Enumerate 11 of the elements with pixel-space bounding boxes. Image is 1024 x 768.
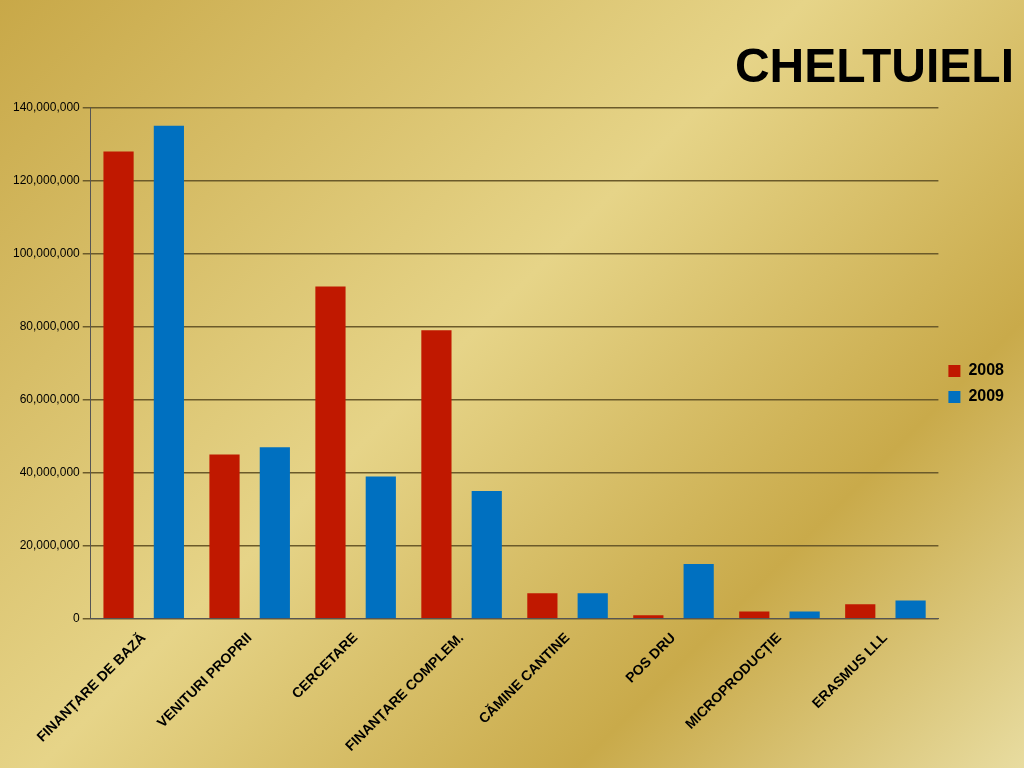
legend-label: 2009: [968, 387, 1005, 405]
y-tick-label: 60,000,000: [19, 392, 81, 407]
y-tick-label: 100,000,000: [13, 245, 81, 260]
y-tick-label: 140,000,000: [13, 99, 81, 114]
y-tick-label: 80,000,000: [19, 319, 81, 334]
y-tick-label: 40,000,000: [19, 465, 81, 480]
legend-label: 2008: [968, 361, 1005, 379]
y-tick-label: 0: [73, 611, 81, 626]
y-tick-label: 20,000,000: [19, 538, 81, 553]
chart-title: CHELTUIELI: [734, 39, 1014, 93]
y-tick-label: 120,000,000: [13, 172, 81, 187]
